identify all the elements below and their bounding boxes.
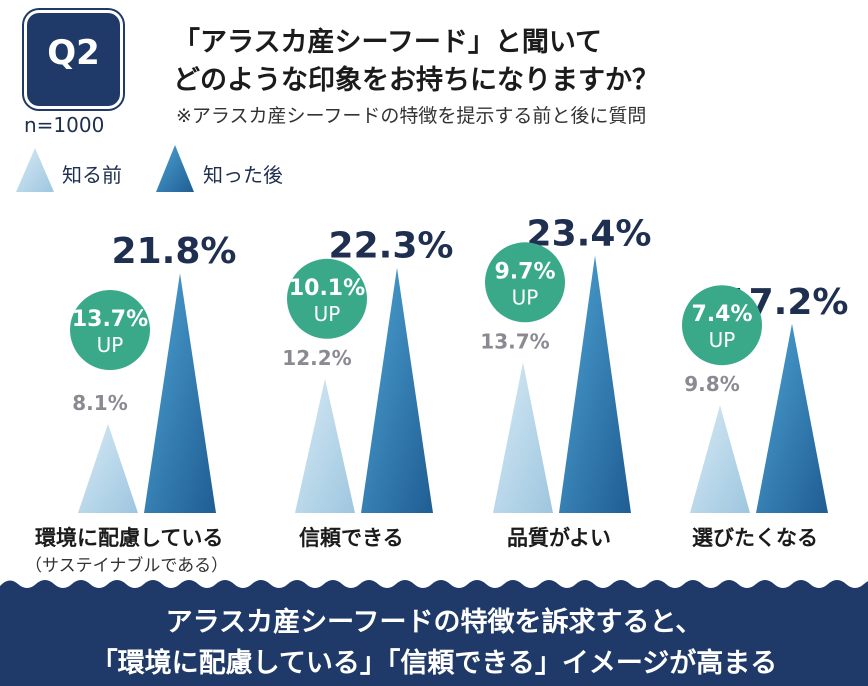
value-label-after-3: 23.4% [527, 214, 652, 255]
up-value-2: 10.1% [289, 276, 365, 301]
up-circle-3 [485, 242, 565, 323]
question-number: Q2 [47, 33, 100, 73]
footer-banner [0, 590, 868, 686]
up-value-3: 9.7% [494, 259, 555, 284]
up-text-1: UP [97, 333, 124, 357]
sample-size: n=1000 [24, 113, 105, 137]
title-line-1: 「アラスカ産シーフード」と聞いて [173, 27, 603, 58]
bar-before-2 [295, 378, 355, 513]
up-text-4: UP [709, 328, 736, 352]
up-text-3: UP [512, 285, 539, 309]
bar-after-4 [756, 323, 828, 513]
legend-after-label: 知った後 [203, 163, 283, 187]
chart: 8.1%21.8%13.7%UP12.2%22.3%10.1%UP13.7%23… [16, 145, 848, 513]
up-circle-2 [287, 258, 367, 339]
category-label-4: 選びたくなる [692, 526, 818, 550]
up-value-1: 13.7% [72, 307, 148, 332]
value-label-after-2: 22.3% [329, 226, 454, 267]
footer-line-2: 「環境に配慮している」「信頼できる」イメージが高まる [90, 648, 778, 679]
category-label-3: 品質がよい [507, 526, 611, 550]
category-label-1: 環境に配慮している [35, 526, 224, 550]
legend-before-marker [16, 148, 54, 192]
bar-before-1 [78, 423, 138, 513]
bar-before-3 [493, 362, 553, 513]
bar-after-2 [361, 267, 433, 513]
legend-after-marker [156, 145, 194, 192]
footer-line-1: アラスカ産シーフードの特徴を訴求すると、 [165, 607, 703, 638]
up-text-2: UP [314, 302, 341, 326]
category-label-2: 信頼できる [299, 526, 404, 550]
value-label-before-3: 13.7% [480, 329, 549, 353]
bar-after-3 [559, 255, 631, 513]
question-badge: Q2 [27, 13, 120, 106]
up-value-4: 7.4% [691, 302, 752, 327]
value-label-before-2: 12.2% [282, 346, 351, 370]
category-note-1: （サステイナブルである） [25, 556, 229, 576]
value-label-before-1: 8.1% [72, 391, 127, 415]
up-circle-1 [70, 290, 150, 370]
bar-after-1 [144, 273, 216, 513]
title-line-2: どのような印象をお持ちになりますか？ [173, 65, 659, 96]
legend-before-label: 知る前 [62, 163, 122, 187]
value-label-after-1: 21.8% [112, 231, 237, 272]
bar-before-4 [690, 405, 750, 513]
question-note: ※アラスカ産シーフードの特徴を提示する前と後に質問 [176, 105, 647, 127]
up-circle-4 [682, 285, 762, 366]
value-label-before-4: 9.8% [684, 372, 739, 396]
